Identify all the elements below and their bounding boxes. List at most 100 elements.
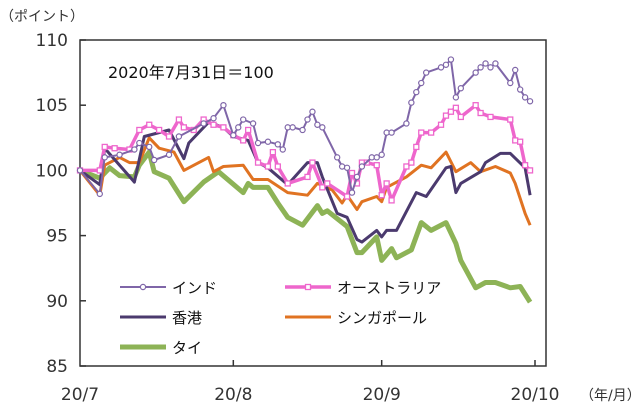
data-point [165, 151, 173, 158]
y-axis: 85 90 95 100 105 110 [36, 31, 86, 377]
data-point [388, 197, 395, 204]
x-axis: 20/7 20/8 20/9 20/10 [61, 360, 560, 405]
data-point [146, 143, 153, 151]
data-point [383, 180, 390, 187]
data-point [254, 139, 262, 147]
y-tick-label: 110 [36, 31, 68, 51]
legend-item: シンガポール [285, 309, 427, 327]
data-point [279, 146, 286, 153]
data-point [101, 143, 108, 151]
data-point [472, 102, 479, 109]
data-point [304, 173, 311, 181]
data-point [422, 69, 430, 76]
y-tick-label: 85 [46, 357, 68, 377]
data-point [131, 146, 138, 153]
data-point [96, 167, 103, 174]
data-point [175, 133, 183, 140]
data-point [254, 159, 262, 166]
data-point [324, 180, 331, 187]
data-point [304, 116, 311, 123]
data-point [427, 129, 435, 136]
data-point [235, 124, 242, 131]
data-point [418, 79, 425, 87]
legend-item: インド [120, 279, 217, 297]
data-point [358, 163, 366, 170]
data-point [487, 113, 494, 121]
data-point [507, 79, 514, 87]
data-point [146, 121, 153, 128]
data-point [408, 159, 415, 166]
data-point [517, 138, 524, 145]
base-date-annotation: 2020年7月31日＝100 [108, 63, 274, 82]
data-point [284, 180, 291, 187]
legend-label: 香港 [172, 309, 202, 327]
x-tick-label: 20/9 [363, 385, 401, 405]
legend-marker [304, 283, 312, 291]
legend-label: タイ [172, 339, 202, 357]
data-point [101, 154, 108, 161]
plot-frame [79, 39, 547, 367]
x-tick-label: 20/7 [61, 385, 99, 405]
series-3 [78, 136, 532, 226]
y-tick-label: 90 [46, 292, 68, 312]
y-tick-label: 95 [46, 227, 68, 247]
data-point [492, 60, 499, 67]
legend-item: 香港 [120, 309, 202, 327]
x-tick-label: 20/8 [214, 385, 252, 405]
data-point [319, 184, 326, 191]
data-point [516, 86, 524, 93]
x-axis-unit-label: （年/月） [580, 388, 640, 404]
series-0 [76, 56, 534, 198]
data-point [240, 137, 247, 144]
data-point [388, 129, 395, 136]
data-point [482, 60, 489, 67]
data-point [447, 108, 455, 115]
data-point [447, 56, 455, 63]
series-4 [79, 149, 533, 304]
data-point [477, 64, 484, 71]
data-point [413, 88, 420, 96]
series-line [79, 120, 532, 244]
legend-label: オーストラリア [337, 279, 441, 297]
data-point [76, 167, 84, 174]
data-point [512, 66, 519, 74]
data-point [111, 145, 118, 152]
data-point [333, 154, 341, 161]
data-point [452, 94, 460, 101]
data-point [309, 108, 316, 115]
data-point [353, 173, 361, 181]
data-point [378, 192, 385, 199]
data-point [319, 124, 326, 131]
x-tick-label: 20/10 [511, 385, 560, 405]
data-point [373, 154, 380, 161]
data-point [240, 116, 247, 123]
data-point [348, 169, 356, 177]
data-point [269, 148, 277, 156]
data-point [289, 124, 296, 131]
data-point [521, 94, 529, 101]
data-point [521, 162, 529, 169]
data-point [264, 163, 272, 170]
data-point [403, 163, 410, 170]
data-point [526, 167, 534, 174]
data-point [477, 109, 484, 117]
data-point [408, 99, 415, 106]
data-point [155, 126, 163, 134]
legend-item: オーストラリア [285, 279, 441, 297]
data-point [180, 124, 188, 131]
series-1 [76, 102, 534, 204]
series-group [76, 56, 534, 304]
y-tick-label: 100 [36, 161, 68, 181]
data-point [264, 138, 272, 145]
data-point [200, 120, 207, 127]
data-point [343, 193, 351, 200]
data-point [378, 151, 385, 158]
data-point [220, 124, 227, 131]
y-axis-unit-label: （ポイント） [0, 9, 84, 25]
data-point [230, 131, 237, 139]
data-point [442, 61, 450, 68]
data-point [373, 162, 380, 169]
data-point [165, 133, 173, 140]
data-point [472, 69, 479, 76]
